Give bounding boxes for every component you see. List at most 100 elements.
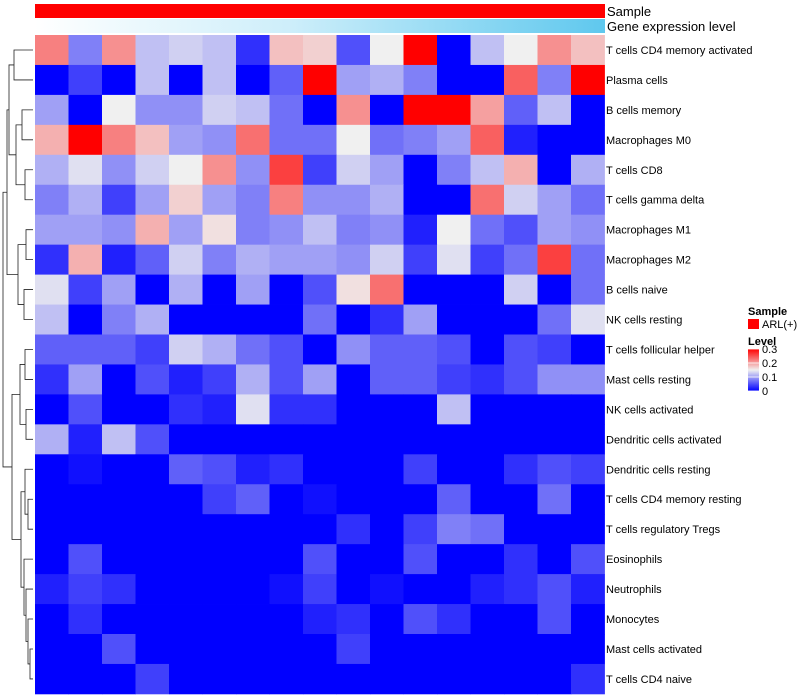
heatmap-cell: [437, 124, 471, 156]
heatmap-cell: [303, 274, 337, 305]
heatmap-cell: [169, 663, 203, 695]
heatmap-cell: [135, 514, 170, 545]
heatmap-cell: [169, 454, 203, 485]
heatmap-cells: [35, 35, 605, 695]
heatmap-cell: [403, 35, 438, 66]
heatmap-cell: [336, 184, 371, 216]
heatmap-cell: [571, 64, 605, 96]
heatmap-cell: [403, 454, 438, 485]
heatmap-cell: [303, 364, 337, 395]
heatmap-cell: [236, 544, 270, 575]
heatmap-cell: [269, 94, 304, 126]
heatmap-cell: [269, 484, 304, 515]
heatmap-cell: [269, 184, 304, 216]
heatmap-cell: [135, 364, 170, 395]
heatmap-cell: [269, 124, 304, 156]
heatmap-cell: [303, 454, 337, 485]
heatmap-cell: [169, 574, 203, 605]
heatmap-cell: [169, 214, 203, 246]
heatmap-cell: [202, 484, 237, 515]
heatmap-cell: [236, 454, 270, 485]
heatmap-cell: [403, 184, 438, 216]
heatmap-cell: [437, 244, 471, 275]
legend: Sample ARL(+) Level 0.3 0.2 0.1 0: [748, 306, 797, 398]
heatmap-cell: [202, 364, 237, 395]
heatmap-cell: [236, 574, 270, 605]
heatmap-cell: [303, 64, 337, 96]
heatmap-cell: [437, 514, 471, 545]
heatmap-cell: [370, 214, 404, 246]
heatmap-cell: [236, 334, 270, 365]
heatmap-cell: [504, 424, 538, 455]
heatmap-cell: [336, 274, 371, 305]
heatmap-cell: [35, 484, 69, 515]
heatmap-cell: [135, 35, 170, 66]
heatmap-cell: [102, 514, 136, 545]
heatmap-cell: [102, 663, 136, 695]
heatmap-cell: [68, 94, 103, 126]
heatmap-cell: [68, 454, 103, 485]
heatmap-cell: [35, 274, 69, 305]
heatmap-cell: [68, 634, 103, 665]
heatmap-cell: [35, 184, 69, 216]
legend-tick-label: 0.1: [762, 372, 777, 384]
dendrogram-branch: [24, 169, 33, 201]
heatmap-cell: [303, 394, 337, 425]
heatmap-cell: [336, 35, 371, 66]
heatmap-cell: [35, 334, 69, 365]
heatmap-cell: [102, 424, 136, 455]
heatmap-cell: [370, 394, 404, 425]
heatmap-cell: [537, 514, 572, 545]
heatmap-cell: [504, 154, 538, 186]
heatmap-cell: [35, 634, 69, 665]
heatmap-cell: [269, 544, 304, 575]
row-label: Macrophages M1: [606, 225, 691, 237]
heatmap-cell: [269, 514, 304, 545]
dendrogram-branch: [23, 289, 33, 320]
heatmap-cell: [102, 394, 136, 425]
heatmap-cell: [102, 214, 136, 246]
heatmap-cell: [504, 214, 538, 246]
heatmap-cell: [403, 244, 438, 275]
heatmap-cell: [169, 364, 203, 395]
heatmap-cell: [135, 214, 170, 246]
row-dendrogram: [2, 49, 33, 680]
heatmap-cell: [571, 304, 605, 335]
heatmap-cell: [437, 454, 471, 485]
heatmap-cell: [68, 274, 103, 305]
heatmap-cell: [269, 364, 304, 395]
heatmap-cell: [68, 124, 103, 156]
heatmap-cell: [571, 663, 605, 695]
heatmap-cell: [303, 184, 337, 216]
row-label: NK cells activated: [606, 404, 693, 416]
row-label: Eosinophils: [606, 554, 663, 566]
heatmap-cell: [336, 544, 371, 575]
heatmap-cell: [571, 124, 605, 156]
dendrogram-branch: [23, 558, 33, 616]
heatmap-cell: [135, 394, 170, 425]
heatmap-cell: [236, 424, 270, 455]
dendrogram-branch: [13, 49, 33, 81]
heatmap-cell: [303, 244, 337, 275]
heatmap-cell: [68, 544, 103, 575]
heatmap-cell: [403, 484, 438, 515]
heatmap-cell: [169, 35, 203, 66]
heatmap-cell: [571, 484, 605, 515]
heatmap-cell: [571, 35, 605, 66]
heatmap-cell: [571, 334, 605, 365]
heatmap-cell: [537, 334, 572, 365]
heatmap-cell: [437, 214, 471, 246]
heatmap-cell: [68, 514, 103, 545]
row-label: B cells memory: [606, 105, 682, 117]
heatmap-cell: [370, 544, 404, 575]
heatmap-cell: [102, 184, 136, 216]
gene-expression-track-label: Gene expression level: [607, 19, 736, 34]
heatmap-cell: [437, 484, 471, 515]
heatmap-cell: [336, 424, 371, 455]
heatmap-cell: [202, 184, 237, 216]
heatmap-cell: [470, 663, 505, 695]
heatmap-cell: [303, 94, 337, 126]
heatmap-cell: [504, 304, 538, 335]
heatmap-cell: [269, 604, 304, 635]
heatmap-cell: [437, 334, 471, 365]
